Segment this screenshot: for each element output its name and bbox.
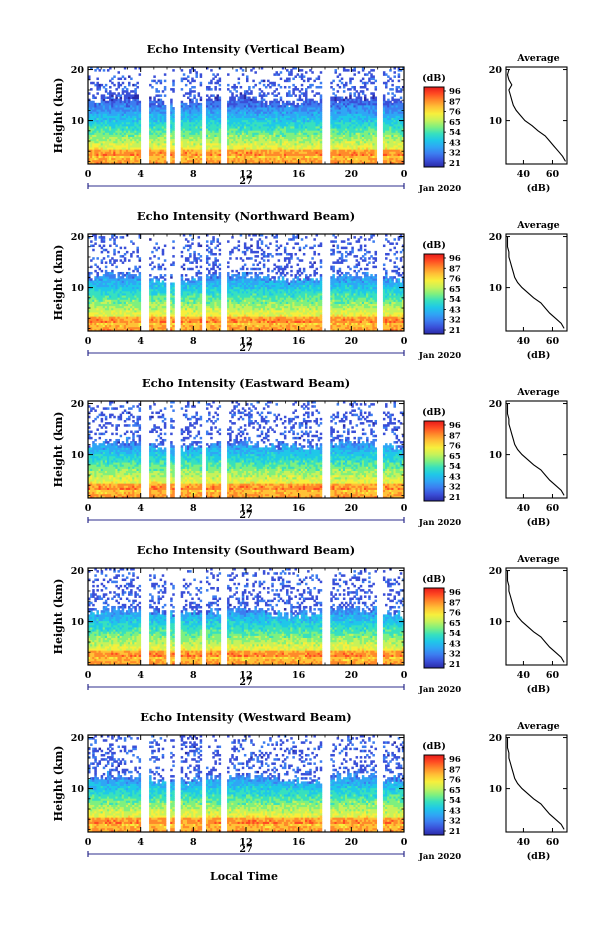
heatmap-cell [136, 94, 139, 97]
heatmap-cell [151, 86, 154, 89]
heatmap-cell [170, 99, 173, 102]
heatmap-cell [198, 92, 201, 95]
heatmap-cell [130, 78, 133, 81]
heatmap-cell [160, 94, 163, 97]
heatmap-cell [187, 75, 190, 78]
heatmap-cell [162, 101, 165, 104]
heatmap-cell [153, 75, 156, 78]
heatmap-cell [164, 105, 167, 108]
heatmap-cell [139, 73, 142, 76]
heatmap-cell [164, 86, 167, 89]
heatmap-cell [96, 92, 99, 95]
heatmap-cell [136, 82, 139, 85]
heatmap-cell [181, 88, 184, 91]
heatmap-cell [193, 90, 196, 93]
heatmap-cell [172, 80, 175, 83]
heatmap-cell [94, 97, 97, 100]
heatmap-cell [113, 84, 116, 87]
heatmap-cell [126, 88, 129, 91]
heatmap-cells [88, 67, 404, 164]
heatmap-cell [113, 75, 116, 78]
heatmap-cell [160, 80, 163, 83]
heatmap-cell [122, 82, 125, 85]
radar-echo-figure: Echo Intensity (Vertical Beam)2010Height… [0, 0, 616, 929]
heatmap-cell [200, 103, 203, 106]
heatmap-cell [200, 73, 203, 76]
heatmap-cell [136, 86, 139, 89]
heatmap-cell [124, 78, 127, 81]
heatmap-cell [195, 71, 198, 74]
heatmap-cell [99, 69, 102, 72]
heatmap-cell [105, 84, 108, 87]
heatmap-cell [210, 88, 213, 91]
heatmap-cell [183, 73, 186, 76]
heatmap-cell [172, 69, 175, 72]
heatmap-cell [200, 97, 203, 100]
heatmap-cell [210, 69, 213, 72]
panels-group: Echo Intensity (Vertical Beam)2010Height… [52, 42, 567, 862]
heatmap-cell [193, 86, 196, 89]
heatmap-cell [117, 71, 120, 74]
heatmap-cell [139, 101, 142, 104]
heatmap-cell [193, 94, 196, 97]
heatmap-cell [164, 80, 167, 83]
heatmap-cell [200, 82, 203, 85]
heatmap-cell [128, 82, 131, 85]
heatmap-cell [109, 86, 112, 89]
heatmap-cell [164, 73, 167, 76]
heatmap-cell [105, 88, 108, 91]
panel-0: Echo Intensity (Vertical Beam)2010Height… [52, 42, 567, 194]
heatmap-cell [195, 99, 198, 102]
heatmap-cell [181, 69, 184, 72]
heatmap-cell [172, 107, 175, 110]
heatmap-cell [164, 94, 167, 97]
panel-title: Echo Intensity (Vertical Beam) [147, 42, 346, 56]
heatmap-cell [185, 84, 188, 87]
heatmap-cell [103, 69, 106, 72]
heatmap-cell [193, 80, 196, 83]
heatmap-cell [96, 78, 99, 81]
heatmap-cell [172, 88, 175, 91]
heatmap-cell [158, 90, 161, 93]
heatmap-cell [149, 97, 152, 100]
